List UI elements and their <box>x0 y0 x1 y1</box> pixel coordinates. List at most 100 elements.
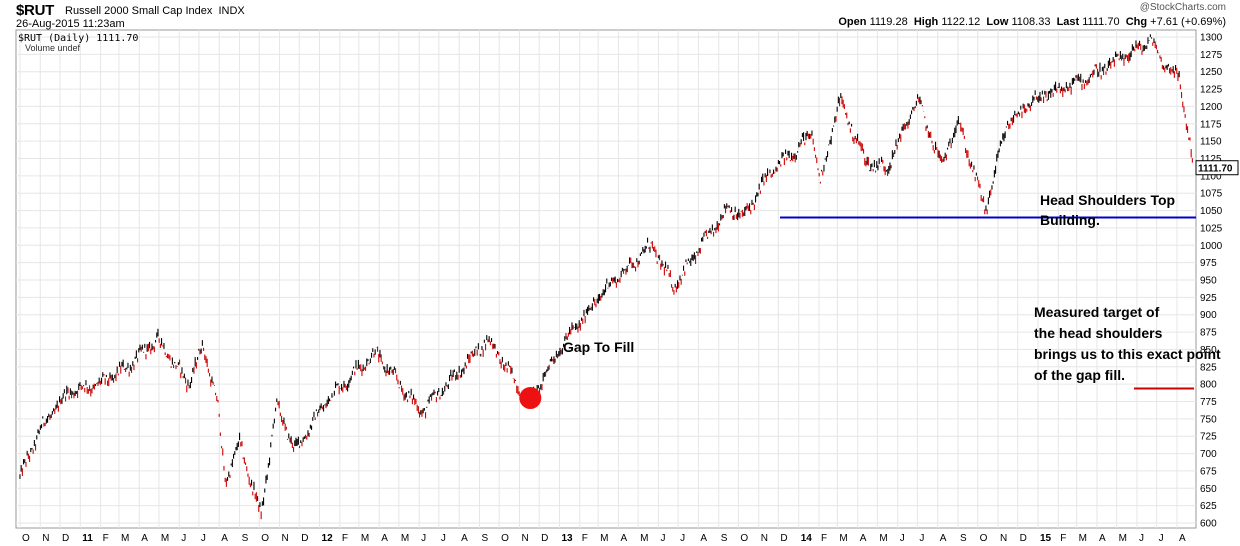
x-tick-label: M <box>401 533 409 544</box>
x-axis: O N D 11 F M A M J J A S O N D 12 F M A M J J A S O N D 13 F M A M J J A S O… <box>22 533 1186 544</box>
x-tick-label: M <box>839 533 847 544</box>
y-tick-label: 825 <box>1200 362 1217 373</box>
x-tick-label: M <box>121 533 129 544</box>
y-tick-label: 1225 <box>1200 85 1223 96</box>
y-tick-label: 600 <box>1200 519 1217 530</box>
legend-volume: Volume undef <box>25 43 81 53</box>
x-tick-label: 11 <box>82 533 93 544</box>
x-tick-label: D <box>541 533 548 544</box>
y-tick-label: 1250 <box>1200 67 1223 78</box>
gap-marker <box>519 387 542 410</box>
last-label: Last <box>1056 16 1080 28</box>
x-tick-label: N <box>521 533 528 544</box>
chg-value: +7.61 (+0.69%) <box>1150 16 1226 28</box>
x-tick-label: N <box>282 533 289 544</box>
low-value: 1108.33 <box>1011 16 1051 28</box>
x-tick-label: O <box>22 533 30 544</box>
timestamp: 26-Aug-2015 11:23am <box>16 18 125 30</box>
index-title: Russell 2000 Small Cap Index <box>65 5 213 17</box>
x-tick-label: A <box>620 533 627 544</box>
x-tick-label: O <box>740 533 748 544</box>
x-tick-label: A <box>221 533 228 544</box>
x-tick-label: O <box>501 533 509 544</box>
y-tick-label: 875 <box>1200 328 1217 339</box>
y-tick-label: 900 <box>1200 310 1217 321</box>
quote-bar: Open 1119.28 High 1122.12 Low 1108.33 La… <box>838 16 1226 28</box>
exchange-label: INDX <box>218 5 245 17</box>
y-tick-label: 1300 <box>1200 33 1223 44</box>
target-note-line-3: brings us to this exact point <box>1034 346 1221 362</box>
x-tick-label: A <box>141 533 148 544</box>
x-tick-label: M <box>1119 533 1127 544</box>
high-value: 1122.12 <box>941 16 981 28</box>
y-tick-label: 775 <box>1200 397 1217 408</box>
last-price-text: 1111.70 <box>1198 164 1233 175</box>
x-tick-label: D <box>62 533 69 544</box>
y-tick-label: 1150 <box>1200 137 1222 148</box>
last-price-flag: 1111.70 <box>1195 160 1239 176</box>
x-tick-label: J <box>441 533 446 544</box>
x-tick-label: A <box>381 533 388 544</box>
y-tick-label: 850 <box>1200 345 1217 356</box>
x-tick-label: J <box>680 533 685 544</box>
neckline-note-line-2: Building. <box>1040 212 1100 228</box>
x-tick-label: N <box>761 533 768 544</box>
x-tick-label: J <box>1159 533 1164 544</box>
y-axis: 600 625 650 675 700 725 750 775 800 825 850 875 900 9… <box>1200 33 1223 530</box>
x-tick-label: M <box>879 533 887 544</box>
x-tick-label: J <box>900 533 905 544</box>
x-tick-label: A <box>860 533 867 544</box>
x-tick-label: F <box>103 533 109 544</box>
y-tick-label: 700 <box>1200 449 1217 460</box>
y-tick-label: 1200 <box>1200 102 1223 113</box>
x-tick-label: A <box>461 533 468 544</box>
open-value: 1119.28 <box>869 16 908 28</box>
x-tick-label: M <box>600 533 608 544</box>
x-tick-label: F <box>821 533 827 544</box>
y-tick-label: 725 <box>1200 432 1217 443</box>
x-tick-label: S <box>721 533 728 544</box>
x-tick-label: F <box>1060 533 1066 544</box>
price-bars <box>19 34 1193 520</box>
last-price-box <box>1195 160 1239 176</box>
y-tick-label: 625 <box>1200 501 1217 512</box>
y-tick-label: 950 <box>1200 276 1217 287</box>
last-value: 1111.70 <box>1082 16 1120 28</box>
x-tick-label: S <box>242 533 249 544</box>
x-tick-label: N <box>42 533 49 544</box>
x-tick-label: J <box>181 533 186 544</box>
x-tick-label: J <box>660 533 665 544</box>
x-tick-label: A <box>1099 533 1106 544</box>
x-tick-label: J <box>201 533 206 544</box>
x-tick-label: F <box>582 533 588 544</box>
y-tick-label: 1025 <box>1200 223 1223 234</box>
x-tick-label: A <box>700 533 707 544</box>
x-tick-label: 13 <box>561 533 573 544</box>
x-tick-label: S <box>481 533 488 544</box>
grid <box>16 30 1196 528</box>
open-label: Open <box>838 16 867 28</box>
neckline-note: Head Shoulders Top Building. <box>1040 192 1179 228</box>
low-label: Low <box>986 16 1009 28</box>
y-tick-label: 925 <box>1200 293 1217 304</box>
y-tick-label: 750 <box>1200 414 1217 425</box>
y-tick-label: 1075 <box>1200 189 1223 200</box>
plot-frame <box>15 29 1197 529</box>
y-tick-label: 675 <box>1200 466 1217 477</box>
gap-label: Gap To Fill <box>563 339 634 355</box>
legend-price: $RUT (Daily) 1111.70 <box>18 33 138 44</box>
x-tick-label: J <box>421 533 426 544</box>
x-tick-label: N <box>1000 533 1007 544</box>
y-tick-label: 1050 <box>1200 206 1223 217</box>
x-tick-label: M <box>161 533 169 544</box>
y-tick-label: 975 <box>1200 258 1217 269</box>
target-note-line-1: Measured target of <box>1034 304 1160 320</box>
y-tick-label: 800 <box>1200 380 1217 391</box>
x-tick-label: O <box>261 533 269 544</box>
y-tick-label: 1100 <box>1200 171 1222 182</box>
target-note-line-4: of the gap fill. <box>1034 367 1125 383</box>
legend: $RUT (Daily) 1111.70 Volume undef <box>18 33 138 53</box>
x-tick-label: M <box>1079 533 1087 544</box>
stockcharts-logo: @StockCharts.com <box>1139 2 1226 13</box>
